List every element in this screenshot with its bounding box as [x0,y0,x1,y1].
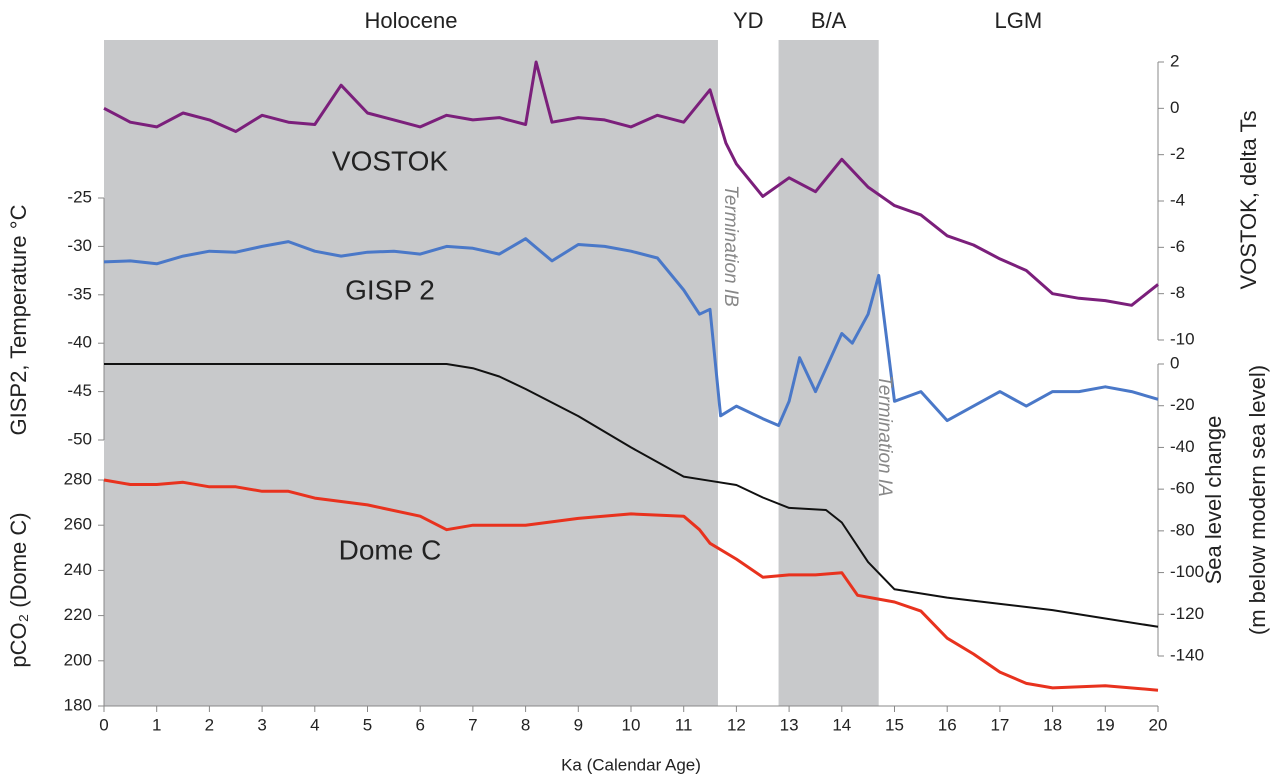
y-tick-label: 220 [64,605,92,624]
x-tick-label: 20 [1149,715,1168,734]
series-label: GISP 2 [345,274,435,305]
period-band [104,40,718,706]
y-axis-title: VOSTOK, delta Ts [1236,111,1261,290]
y-tick-label: -80 [1170,520,1195,539]
y-tick-label: -6 [1170,237,1185,256]
x-tick-label: 12 [727,715,746,734]
series-label: Dome C [339,534,442,565]
y-tick-label: -2 [1170,144,1185,163]
y-tick-label: -25 [67,187,92,206]
x-tick-label: 1 [152,715,161,734]
series-line [103,237,1159,427]
x-tick-label: 11 [675,715,693,734]
period-label: YD [733,8,764,33]
y-tick-label: -40 [1170,437,1195,456]
y-tick-label: 260 [64,515,92,534]
period-label: LGM [995,8,1043,33]
series-label: VOSTOK [332,145,449,176]
x-tick-label: 10 [622,715,641,734]
period-label: B/A [811,8,847,33]
x-tick-label: 8 [521,715,530,734]
y-tick-label: -140 [1170,645,1204,664]
x-tick-label: 2 [205,715,214,734]
series-line [103,60,1159,307]
y-tick-label: -100 [1170,562,1204,581]
x-tick-label: 14 [832,715,851,734]
y-tick-label: 200 [64,650,92,669]
y-axis-title: (m below modern sea level) [1245,365,1270,635]
x-tick-label: 18 [1043,715,1062,734]
y-tick-label: 280 [64,469,92,488]
annotation: Termination IA [874,375,895,497]
x-tick-label: 17 [990,715,1009,734]
x-axis-title: Ka (Calendar Age) [561,755,701,774]
y-tick-label: 180 [64,695,92,714]
series-line [103,478,1159,692]
y-tick-label: -30 [67,236,92,255]
y-tick-label: -8 [1170,283,1185,302]
y-tick-label: -20 [1170,395,1195,414]
x-tick-label: 3 [257,715,266,734]
y-axis-title: Sea level change [1201,416,1226,585]
x-tick-label: 4 [310,715,319,734]
x-tick-label: 6 [415,715,424,734]
y-axis-title: GISP2, Temperature °C [6,204,31,435]
y-tick-label: 2 [1170,51,1179,70]
y-axis-title: pCO₂ (Dome C) [6,512,31,667]
y-tick-label: -10 [1170,329,1195,348]
y-tick-label: 0 [1170,353,1179,372]
y-tick-label: -4 [1170,190,1185,209]
x-tick-label: 13 [780,715,799,734]
x-tick-label: 0 [99,715,108,734]
y-tick-label: -60 [1170,479,1195,498]
y-tick-label: 240 [64,560,92,579]
y-tick-label: 0 [1170,98,1179,117]
x-tick-label: 9 [574,715,583,734]
y-tick-label: -35 [67,284,92,303]
y-tick-label: -45 [67,381,92,400]
x-tick-label: 16 [938,715,957,734]
x-tick-label: 7 [468,715,477,734]
y-tick-label: -40 [67,333,92,352]
y-tick-label: -50 [67,429,92,448]
x-tick-label: 15 [885,715,904,734]
annotation: Termination IB [720,185,741,307]
x-tick-label: 5 [363,715,372,734]
period-label: Holocene [365,8,458,33]
x-tick-label: 19 [1096,715,1115,734]
y-tick-label: -120 [1170,604,1204,623]
series-line [104,363,1159,628]
period-band [778,40,879,706]
